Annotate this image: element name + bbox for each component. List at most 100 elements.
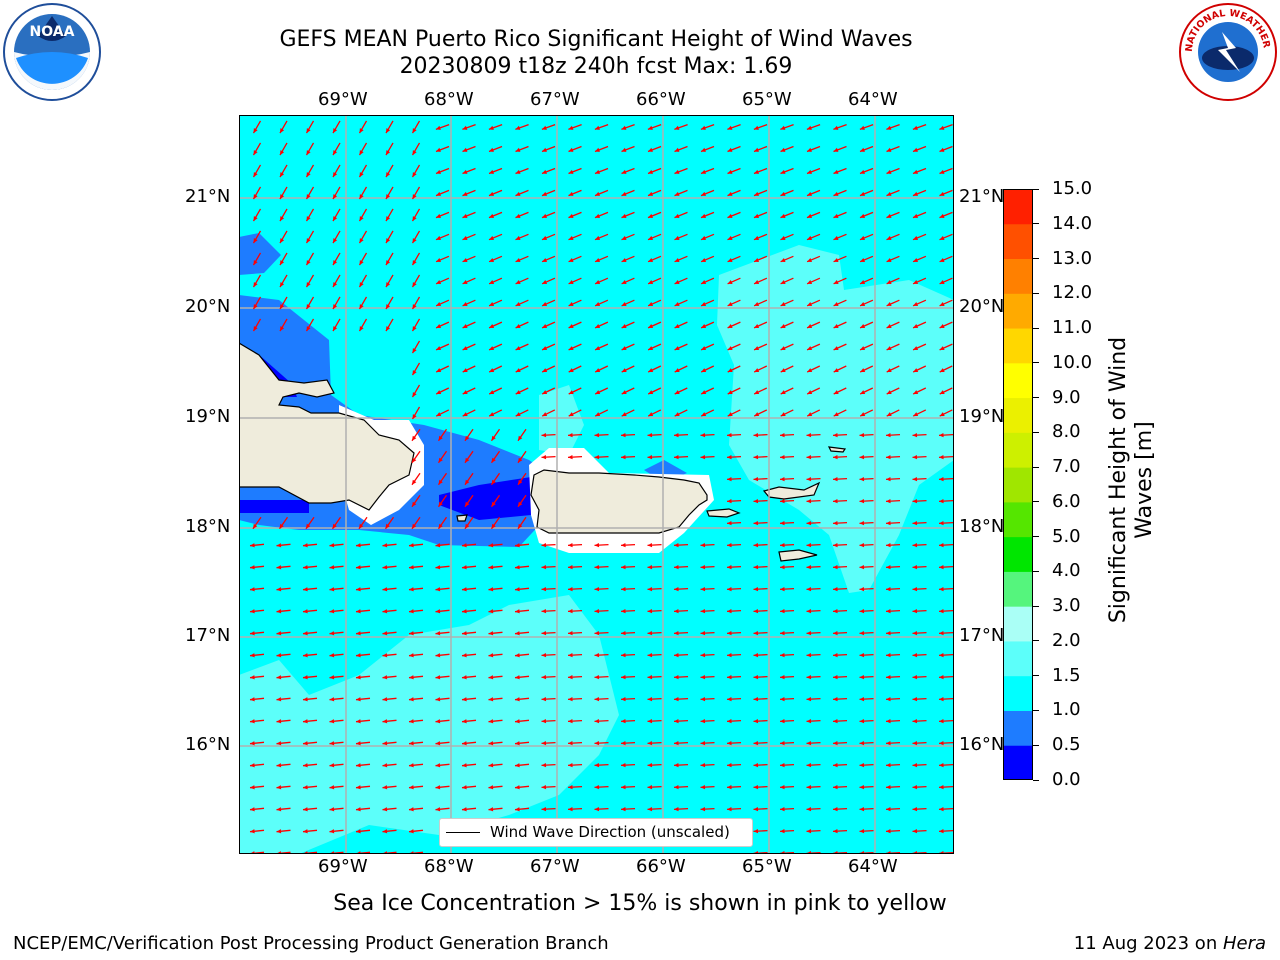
wind-wave-arrowhead xyxy=(412,392,417,398)
wind-wave-arrowhead xyxy=(329,653,335,658)
colorbar-tick-mark xyxy=(1033,362,1039,364)
wind-wave-arrowhead xyxy=(648,280,654,284)
map-title-line1: GEFS MEAN Puerto Rico Significant Height… xyxy=(279,27,913,52)
wind-wave-arrowhead xyxy=(409,675,414,680)
wind-wave-arrowhead xyxy=(280,238,285,244)
wind-wave-arrowhead xyxy=(329,829,335,834)
wind-wave-arrowhead xyxy=(753,741,759,746)
wind-wave-arrowhead xyxy=(329,631,335,636)
wind-wave-arrowhead xyxy=(674,653,679,658)
wind-wave-arrowhead xyxy=(754,324,760,328)
wind-wave-arrowhead xyxy=(329,763,335,768)
wind-wave-arrowhead xyxy=(303,675,308,680)
wind-wave-arrowhead xyxy=(886,631,891,636)
wind-wave-arrowhead xyxy=(860,213,865,218)
wind-wave-arrowhead xyxy=(648,390,654,394)
wind-wave-arrowhead xyxy=(913,412,919,417)
wind-wave-arrowhead xyxy=(489,235,494,240)
wind-wave-arrowhead xyxy=(276,653,282,658)
wind-wave-arrowhead xyxy=(409,763,414,768)
wind-wave-arrowhead xyxy=(859,455,865,460)
wind-wave-arrowhead xyxy=(436,191,441,196)
wind-wave-arrowhead xyxy=(412,216,417,222)
wind-wave-arrowhead xyxy=(568,390,574,394)
wind-wave-arrowhead xyxy=(780,741,785,746)
wind-wave-arrowhead xyxy=(359,304,364,310)
wind-wave-arrowhead xyxy=(753,829,759,834)
wind-wave-arrowhead xyxy=(250,609,255,614)
wind-wave-arrowhead xyxy=(541,609,547,614)
wind-wave-arrowhead xyxy=(859,499,865,504)
wind-wave-arrowhead xyxy=(727,280,733,284)
wind-wave-arrowhead xyxy=(356,631,361,636)
wind-wave-arrowhead xyxy=(568,324,574,328)
wind-wave-arrowhead xyxy=(435,697,441,702)
colorbar-tick-mark xyxy=(1033,536,1039,538)
wind-wave-arrowhead xyxy=(939,169,945,174)
wind-wave-arrowhead xyxy=(594,741,600,746)
wind-wave-arrowhead xyxy=(382,631,388,636)
wind-wave-arrowhead xyxy=(436,280,442,284)
colorbar-tick-label: 4.0 xyxy=(1052,560,1081,582)
wind-wave-arrowhead xyxy=(541,785,547,790)
wind-wave-arrowhead xyxy=(833,499,838,504)
colorbar-tick-mark xyxy=(1033,570,1039,572)
wind-wave-arrowhead xyxy=(386,260,391,266)
wind-wave-arrowhead xyxy=(833,235,839,240)
wind-wave-arrowhead xyxy=(912,719,918,724)
wind-wave-arrowhead xyxy=(541,719,547,724)
wind-wave-arrowhead xyxy=(912,741,918,746)
wind-wave-arrowhead xyxy=(886,763,891,768)
deep-band-west xyxy=(239,500,309,513)
wind-wave-arrowhead xyxy=(462,147,468,152)
lon-tick-top-64w: 64°W xyxy=(848,89,898,110)
wind-wave-arrowhead xyxy=(515,169,521,174)
wind-wave-arrowhead xyxy=(700,609,706,614)
wind-wave-arrowhead xyxy=(806,543,812,548)
wind-wave-arrowhead xyxy=(647,543,653,548)
wind-wave-arrowhead xyxy=(621,368,627,372)
wind-wave-arrowhead xyxy=(833,390,839,394)
wind-wave-arrowhead xyxy=(382,785,388,790)
graticule xyxy=(239,115,954,854)
wind-wave-arrowhead xyxy=(648,302,654,306)
wind-wave-arrowhead xyxy=(382,697,388,702)
wind-wave-arrowhead xyxy=(541,455,547,460)
wind-wave-arrowhead xyxy=(462,631,467,636)
wind-wave-arrowhead xyxy=(409,631,414,636)
wind-wave-arrowhead xyxy=(568,609,573,614)
wind-wave-arrowhead xyxy=(568,280,574,284)
wind-wave-arrowhead xyxy=(674,390,680,394)
wind-wave-arrowhead xyxy=(280,304,285,310)
wind-wave-arrowhead xyxy=(386,150,391,156)
wind-wave-arrowhead xyxy=(727,741,732,746)
wind-wave-arrowhead xyxy=(382,807,388,812)
wind-wave-arrowhead xyxy=(753,697,759,702)
wind-wave-arrowhead xyxy=(276,631,282,636)
colorbar-tick-mark xyxy=(1033,431,1039,433)
wind-wave-arrowhead xyxy=(594,587,600,592)
wind-wave-arrowhead xyxy=(253,216,258,222)
lat-tick-left-18n: 18°N xyxy=(185,516,231,537)
wind-wave-arrowhead xyxy=(806,455,812,460)
wind-wave-arrowhead xyxy=(939,587,944,592)
wind-wave-arrowhead xyxy=(886,741,891,746)
wind-wave-arrowhead xyxy=(913,280,919,284)
light-band-north xyxy=(539,385,584,455)
colorbar-tick-label: 7.0 xyxy=(1052,456,1081,478)
wind-wave-arrowhead xyxy=(727,565,732,570)
wind-wave-arrowhead xyxy=(515,543,520,548)
wind-wave-arrowhead xyxy=(727,169,733,174)
wind-wave-arrowhead xyxy=(515,280,521,284)
colorbar-swatch xyxy=(1003,640,1033,677)
wind-wave-arrowhead xyxy=(382,587,388,592)
colorbar-tick-mark xyxy=(1033,709,1039,711)
wind-wave-arrowhead xyxy=(594,543,600,548)
wind-wave-arrowhead xyxy=(674,302,680,306)
wind-wave-arrowhead xyxy=(886,455,891,460)
colorbar-tick-label: 1.5 xyxy=(1052,664,1081,686)
producer-credit: NCEP/EMC/Verification Post Processing Pr… xyxy=(13,933,609,954)
wind-wave-arrowhead xyxy=(491,523,496,529)
wind-wave-arrowhead xyxy=(647,719,653,724)
wind-wave-arrowhead xyxy=(280,194,285,200)
